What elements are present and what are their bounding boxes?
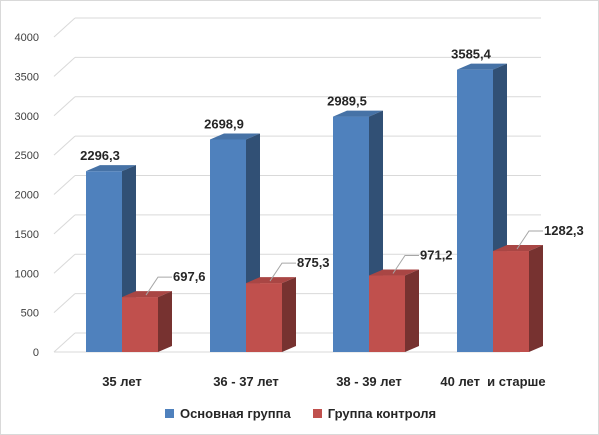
legend: Основная группа Группа контроля <box>1 403 599 423</box>
leader-line-s1-c2 <box>392 255 419 274</box>
bar-top-s0-c0 <box>86 165 136 172</box>
bar-side-s1-c3 <box>529 245 543 352</box>
gridline-diag-6 <box>53 96 76 117</box>
leader-line-s1-c1 <box>269 262 296 282</box>
data-label-s1-c3: 1282,3 <box>544 223 584 238</box>
data-label-s0-c1: 2698,9 <box>204 116 244 131</box>
data-label-s1-c0: 697,6 <box>173 269 206 284</box>
gridline-diag-7 <box>53 57 76 77</box>
bar-s1-c3 <box>493 251 529 352</box>
bar-side-s1-c1 <box>282 277 296 352</box>
bar-s0-c2 <box>333 116 369 352</box>
data-label-s1-c1: 875,3 <box>297 255 330 270</box>
bar-chart: 0 500 1000 1500 2000 2500 3000 3500 4000 2296,3 2… <box>15 17 584 389</box>
bar-s1-c0 <box>122 297 158 352</box>
leader-line-s1-c3 <box>516 230 543 250</box>
legend-swatch-control-group <box>312 408 322 418</box>
y-tick-label-4: 2000 <box>15 190 39 202</box>
leader-line-s1-c0 <box>145 276 172 296</box>
gridline-diag-8 <box>53 17 76 38</box>
y-tick-label-2: 1000 <box>15 268 39 280</box>
bar-s0-c1 <box>210 139 246 352</box>
bar-side-s1-c0 <box>158 291 172 352</box>
legend-label-main-group: Основная группа <box>179 405 291 421</box>
data-label-s0-c0: 2296,3 <box>80 148 120 163</box>
legend-swatch-main-group <box>164 408 174 418</box>
y-tick-label-6: 3000 <box>15 111 39 123</box>
data-label-s0-c2: 2989,5 <box>327 94 367 109</box>
x-tick-label-0: 35 лет <box>102 374 142 389</box>
bar-s1-c2 <box>369 275 405 352</box>
y-tick-label-0: 0 <box>33 347 39 359</box>
y-tick-label-1: 500 <box>21 308 39 320</box>
gridline-diag-5 <box>53 135 76 156</box>
bar-side-s1-c2 <box>405 269 419 352</box>
bar-top-s0-c2 <box>333 110 383 117</box>
y-tick-label-3: 1500 <box>15 229 39 241</box>
gridline-diag-1 <box>53 293 76 313</box>
y-tick-label-7: 3500 <box>15 71 39 83</box>
x-tick-label-3: 40 лет и старше <box>440 374 545 389</box>
bar-top-s0-c3 <box>457 63 507 70</box>
data-label-s0-c3: 3585,4 <box>451 47 492 62</box>
bar-s0-c3 <box>457 69 493 352</box>
y-tick-label-5: 2500 <box>15 150 39 162</box>
legend-item-main-group: Основная группа <box>164 405 291 421</box>
bar-s0-c0 <box>86 171 122 352</box>
gridline-diag-4 <box>53 175 76 195</box>
legend-label-control-group: Группа контроля <box>327 405 437 421</box>
bar-top-s0-c1 <box>210 133 260 140</box>
x-tick-label-2: 38 - 39 лет <box>336 374 402 389</box>
bar-s1-c1 <box>246 283 282 352</box>
x-tick-label-1: 36 - 37 лет <box>213 374 279 389</box>
gridline-diag-3 <box>53 214 76 235</box>
gridline-diag-2 <box>53 253 76 274</box>
gridline-diag-0 <box>53 332 76 353</box>
data-label-s1-c2: 971,2 <box>420 248 453 263</box>
y-tick-label-8: 4000 <box>15 32 39 44</box>
legend-item-control-group: Группа контроля <box>312 405 437 421</box>
